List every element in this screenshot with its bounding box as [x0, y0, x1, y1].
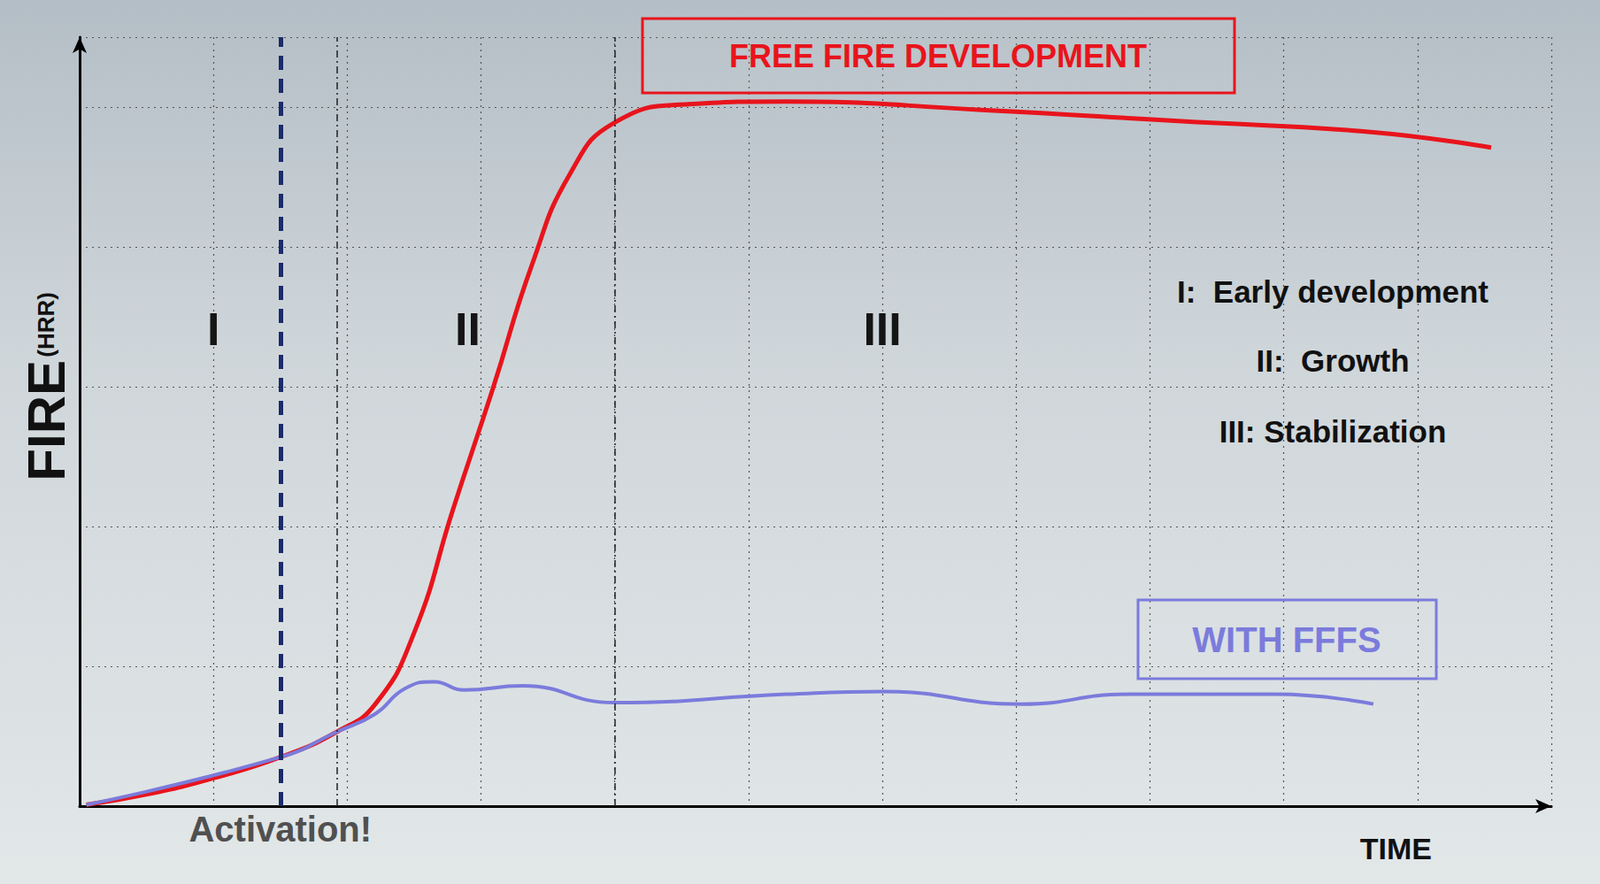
svg-text:(HRR): (HRR): [32, 292, 60, 358]
svg-text:TIME: TIME: [1360, 831, 1432, 866]
svg-text:III: Stabilization: III: Stabilization: [1219, 414, 1447, 449]
svg-text:II: II: [454, 303, 481, 355]
svg-text:FREE FIRE DEVELOPMENT: FREE FIRE DEVELOPMENT: [729, 38, 1147, 75]
svg-text:II: Growth: II: Growth: [1255, 343, 1409, 378]
svg-text:I: I: [207, 303, 220, 355]
svg-text:III: III: [862, 303, 901, 355]
svg-text:WITH FFFS: WITH FFFS: [1192, 620, 1381, 660]
svg-text:Activation!: Activation!: [188, 809, 372, 849]
svg-text:I: Early development: I: Early development: [1176, 274, 1489, 309]
svg-text:FIRE: FIRE: [16, 360, 77, 482]
